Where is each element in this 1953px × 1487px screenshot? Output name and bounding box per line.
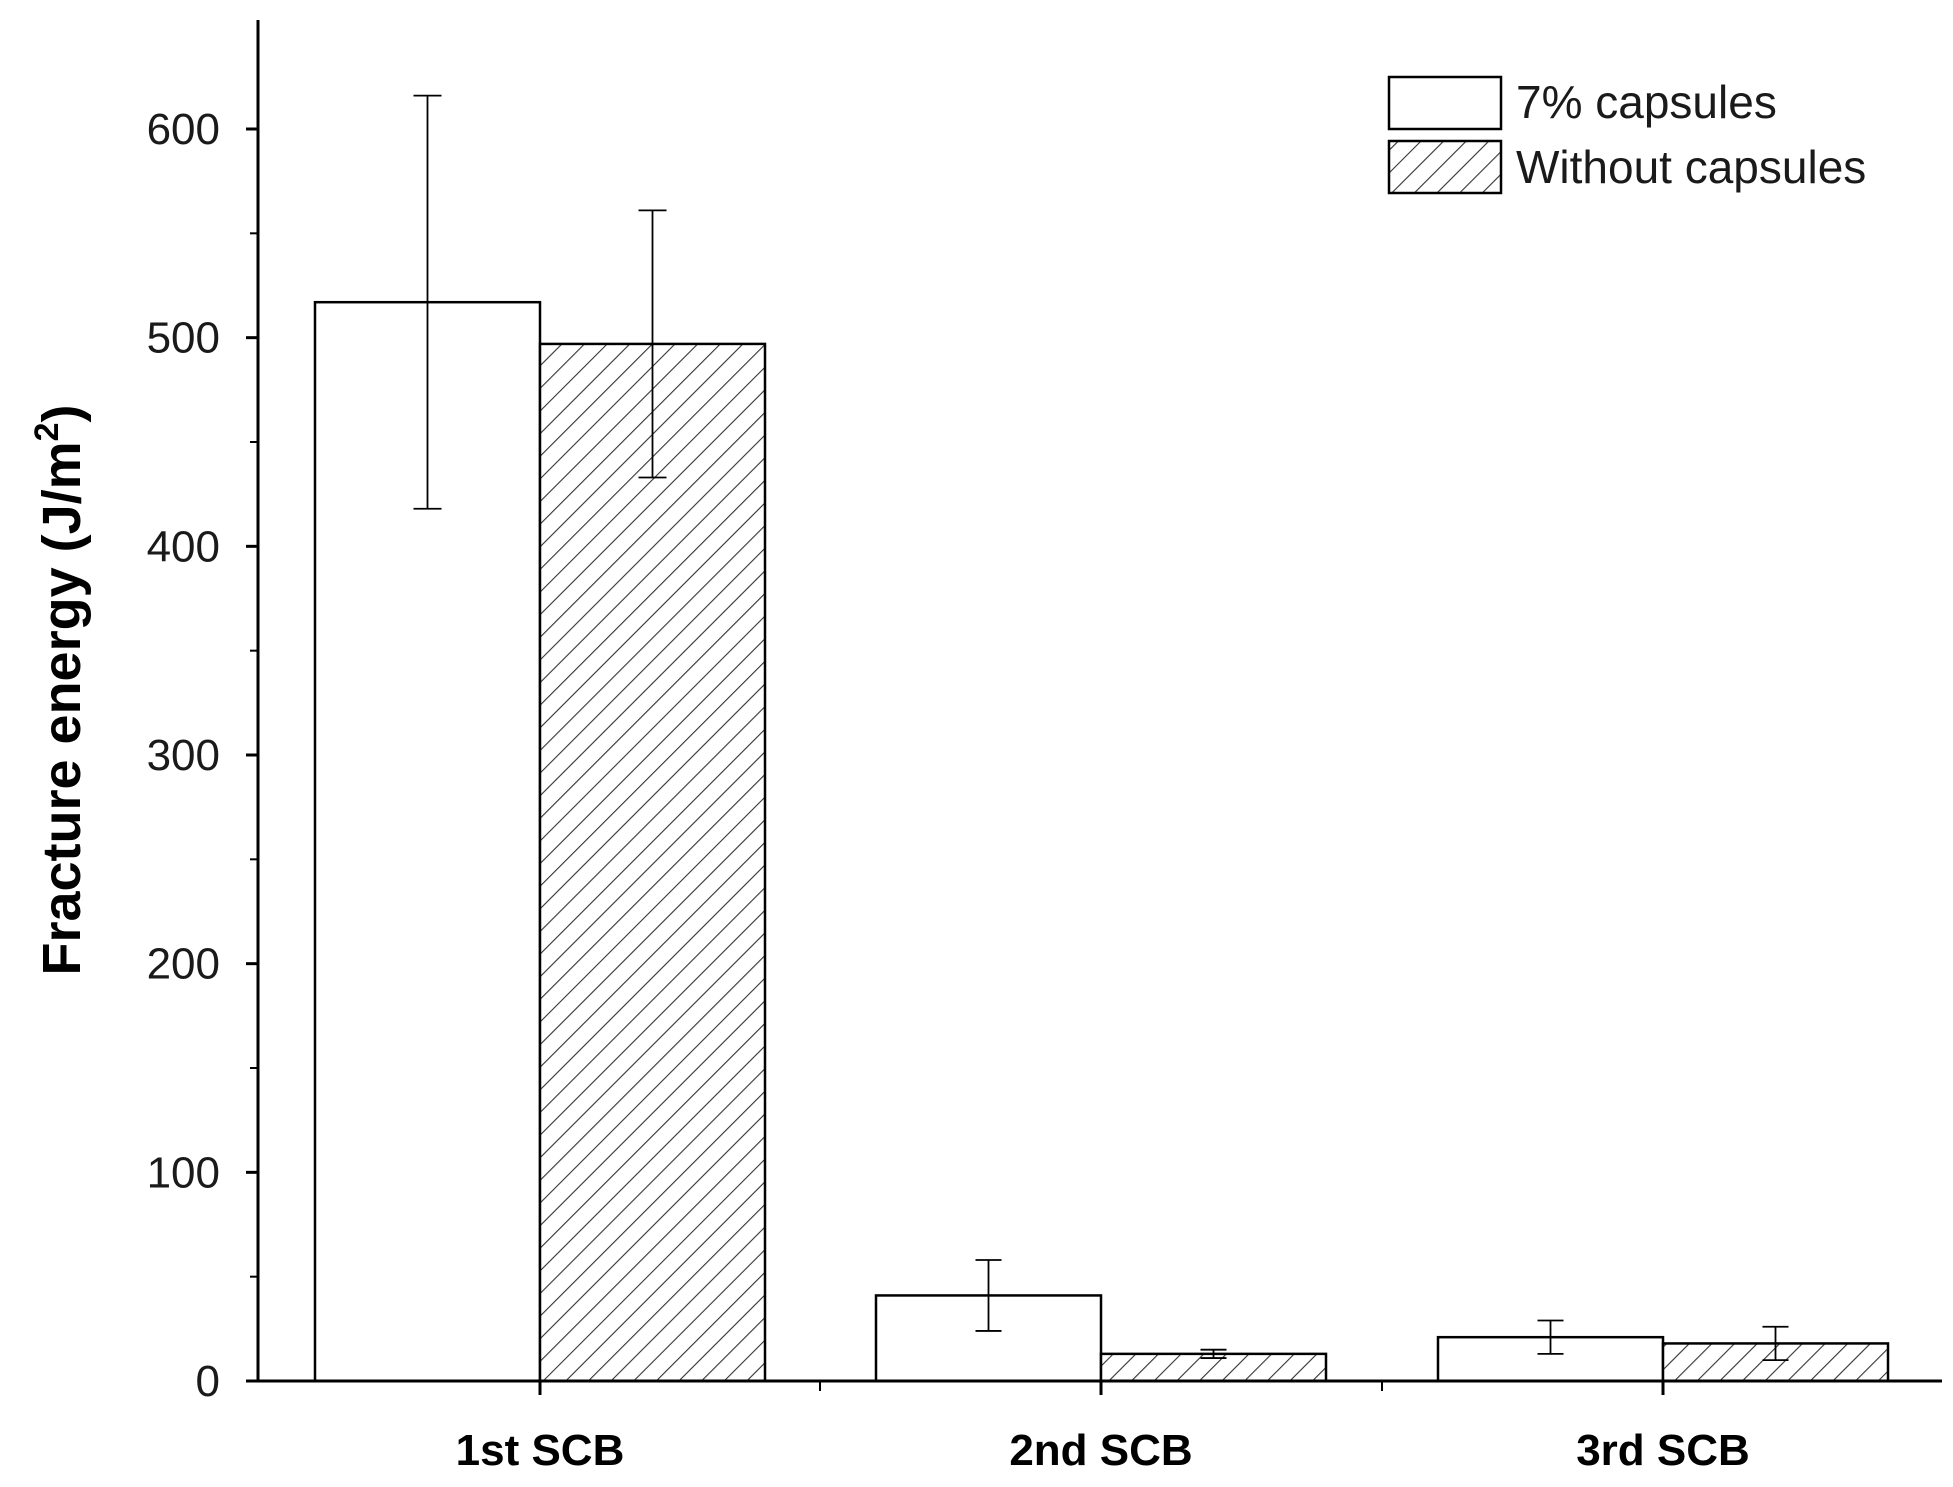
y-tick-label: 300	[147, 731, 220, 780]
legend: 7% capsules Without capsules	[1387, 75, 1866, 195]
bar-without-capsules-2	[1099, 1352, 1328, 1383]
x-tick-label: 3rd SCB	[1576, 1426, 1750, 1475]
legend-swatch-7pct-capsules	[1387, 75, 1503, 131]
y-axis-title-superscript: 2	[28, 422, 66, 441]
legend-label-7pct-capsules: 7% capsules	[1516, 76, 1777, 128]
bars-layer	[313, 300, 1890, 1383]
y-tick-label: 400	[147, 522, 220, 571]
error-bars-layer	[413, 94, 1789, 1362]
y-tick-label: 600	[147, 105, 220, 154]
y-tick-label: 0	[196, 1357, 220, 1406]
bar-without-capsules-1	[538, 342, 767, 1383]
legend-swatch-without-capsules	[1387, 139, 1503, 195]
y-ticks: 0 100 200 300 400 500 600	[147, 105, 258, 1406]
x-tick-label: 1st SCB	[456, 1426, 625, 1475]
x-tick-label: 2nd SCB	[1009, 1426, 1192, 1475]
y-tick-label: 200	[147, 940, 220, 989]
y-tick-label: 100	[147, 1148, 220, 1197]
y-axis-title: Fracture energy (J/m2)	[28, 404, 92, 975]
x-ticks: 1st SCB 2nd SCB 3rd SCB	[456, 1381, 1750, 1475]
legend-label-without-capsules: Without capsules	[1516, 141, 1866, 193]
y-tick-label: 500	[147, 314, 220, 363]
